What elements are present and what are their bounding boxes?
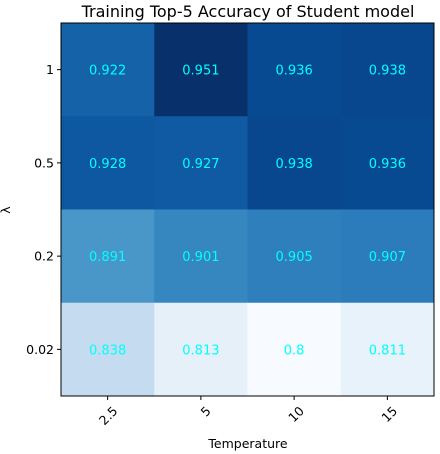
heatmap-cell — [154, 116, 248, 210]
heatmap-cells — [61, 23, 435, 397]
cell-value-label: 0.936 — [369, 157, 406, 172]
cell-value-label: 0.811 — [369, 343, 406, 358]
cell-value-label: 0.936 — [276, 64, 313, 79]
y-tick-label: 0.02 — [26, 342, 54, 357]
heatmap-cell — [61, 302, 155, 397]
cell-value-label: 0.951 — [182, 64, 219, 79]
cell-value-label: 0.813 — [182, 343, 219, 358]
cell-value-label: 0.938 — [276, 157, 313, 172]
heatmap-cell — [247, 302, 342, 397]
heatmap-cell — [340, 23, 435, 117]
y-axis-ticks: 1 0.5 0.2 0.02 — [26, 62, 61, 357]
y-tick-label: 1 — [46, 62, 54, 77]
cell-value-label: 0.891 — [89, 250, 126, 265]
chart-title: Training Top-5 Accuracy of Student model — [81, 2, 415, 21]
cell-value-label: 0.901 — [182, 250, 219, 265]
x-axis-ticks: 2.5 5 10 15 — [96, 396, 400, 428]
x-tick-label: 15 — [378, 403, 400, 425]
heatmap-cell — [154, 23, 248, 117]
cell-value-label: 0.8 — [284, 343, 305, 358]
cell-value-label: 0.905 — [276, 250, 313, 265]
heatmap-cell — [340, 116, 435, 210]
cell-value-label: 0.938 — [369, 64, 406, 79]
x-axis-label: Temperature — [207, 436, 287, 451]
heatmap-cell — [61, 23, 155, 117]
cell-value-label: 0.928 — [89, 157, 126, 172]
heatmap-cell — [61, 209, 155, 304]
heatmap-cell — [340, 302, 435, 397]
x-tick-label: 2.5 — [96, 403, 121, 428]
heatmap-cell — [154, 302, 248, 397]
heatmap-cell — [247, 209, 342, 304]
cell-value-label: 0.838 — [89, 343, 126, 358]
y-tick-label: 0.5 — [34, 155, 54, 170]
heatmap-cell — [340, 209, 435, 304]
x-tick-label: 10 — [285, 403, 307, 425]
heatmap-cell — [247, 23, 342, 117]
cell-value-label: 0.927 — [182, 157, 219, 172]
heatmap-cell — [61, 116, 155, 210]
y-axis-label: λ — [0, 206, 13, 214]
plot-frame — [60, 22, 435, 397]
cell-value-label: 0.922 — [89, 64, 126, 79]
x-tick-label: 5 — [198, 403, 214, 419]
heatmap-cell — [154, 209, 248, 304]
heatmap-cell-labels: 0.922 0.951 0.936 0.938 0.928 0.927 0.938 0.936… — [89, 64, 406, 359]
heatmap-cell — [247, 116, 342, 210]
cell-value-label: 0.907 — [369, 250, 406, 265]
y-tick-label: 0.2 — [34, 249, 54, 264]
